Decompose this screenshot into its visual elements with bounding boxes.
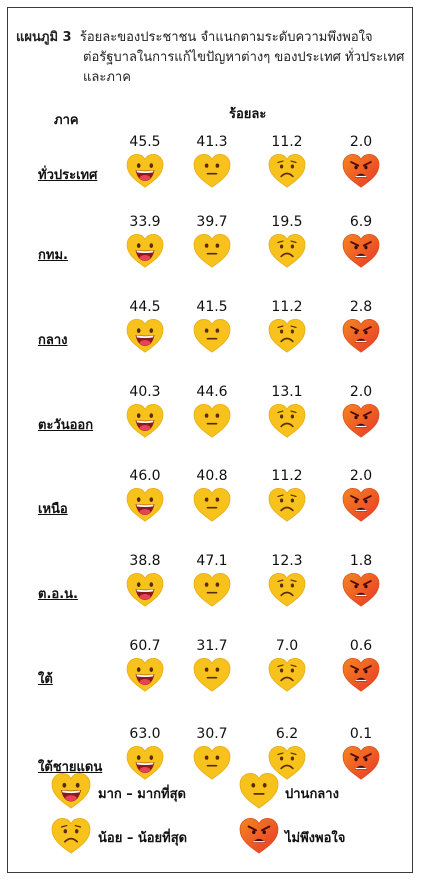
data-value: 2.8 <box>349 299 373 315</box>
data-value: 44.5 <box>129 299 161 315</box>
data-value: 6.2 <box>275 726 299 742</box>
region-label: ใต้ <box>38 672 53 687</box>
sad-heart-icon <box>268 153 306 188</box>
happy-heart-icon <box>126 153 164 188</box>
angry-heart-icon <box>342 572 380 607</box>
data-value: 2.0 <box>349 384 373 400</box>
data-value: 40.8 <box>196 468 228 484</box>
happy-heart-icon <box>126 233 164 268</box>
angry-heart-icon <box>342 318 380 353</box>
neutral-heart-icon <box>193 487 231 522</box>
data-value: 47.1 <box>196 553 228 569</box>
neutral-heart-icon <box>193 745 231 780</box>
sad-heart-icon <box>268 403 306 438</box>
happy-heart-icon <box>126 572 164 607</box>
happy-heart-icon <box>126 657 164 692</box>
region-label: กลาง <box>38 333 68 348</box>
angry-heart-icon <box>342 745 380 780</box>
data-value: 7.0 <box>275 638 299 654</box>
sad-heart-icon <box>268 745 306 780</box>
data-value: 1.8 <box>349 553 373 569</box>
region-label: ตะวันออก <box>38 418 94 433</box>
data-value: 19.5 <box>271 214 303 230</box>
angry-heart-icon <box>342 153 380 188</box>
angry-heart-icon <box>342 657 380 692</box>
happy-heart-icon <box>126 487 164 522</box>
title-line-1: แผนภูมิ 3 ร้อยละของประชาชน จำแนกตามระดับ… <box>16 28 373 47</box>
angry-heart-icon <box>342 233 380 268</box>
data-value: 11.2 <box>271 468 303 484</box>
data-value: 33.9 <box>129 214 161 230</box>
legend-happy-heart-icon <box>51 773 91 809</box>
legend-label-very: มาก – มากที่สุด <box>98 787 186 802</box>
neutral-heart-icon <box>193 403 231 438</box>
data-value: 12.3 <box>271 553 303 569</box>
region-label: ใต้ชายแดน <box>38 760 103 775</box>
neutral-heart-icon <box>193 572 231 607</box>
neutral-heart-icon <box>193 657 231 692</box>
happy-heart-icon <box>126 403 164 438</box>
percent-header: ร้อยละ <box>229 107 267 122</box>
data-value: 0.6 <box>349 638 373 654</box>
data-value: 40.3 <box>129 384 161 400</box>
data-value: 39.7 <box>196 214 228 230</box>
legend-neutral-heart-icon <box>239 773 279 809</box>
legend-label-low: น้อย – น้อยที่สุด <box>98 831 188 846</box>
data-value: 41.5 <box>196 299 228 315</box>
angry-heart-icon <box>342 403 380 438</box>
data-value: 30.7 <box>196 726 228 742</box>
happy-heart-icon <box>126 318 164 353</box>
data-value: 41.3 <box>196 134 228 150</box>
region-label: ทั่วประเทศ <box>38 168 98 183</box>
legend-sad-heart-icon <box>51 818 91 854</box>
happy-heart-icon <box>126 745 164 780</box>
chart-frame <box>7 7 413 873</box>
data-value: 44.6 <box>196 384 228 400</box>
neutral-heart-icon <box>193 318 231 353</box>
legend-label-medium: ปานกลาง <box>285 787 339 802</box>
data-value: 6.9 <box>349 214 373 230</box>
sad-heart-icon <box>268 233 306 268</box>
data-value: 31.7 <box>196 638 228 654</box>
legend-angry-heart-icon <box>239 818 279 854</box>
legend-label-none: ไม่พึงพอใจ <box>285 831 346 846</box>
sad-heart-icon <box>268 318 306 353</box>
data-value: 63.0 <box>129 726 161 742</box>
neutral-heart-icon <box>193 233 231 268</box>
data-value: 60.7 <box>129 638 161 654</box>
data-value: 38.8 <box>129 553 161 569</box>
angry-heart-icon <box>342 487 380 522</box>
sad-heart-icon <box>268 657 306 692</box>
sad-heart-icon <box>268 572 306 607</box>
title-line-3: และภาค <box>83 70 131 85</box>
title-text-1: ร้อยละของประชาชน จำแนกตามระดับความพึงพอใ… <box>79 30 373 45</box>
title-lead: แผนภูมิ 3 <box>16 30 72 45</box>
title-line-2: ต่อรัฐบาลในการแก้ไขปัญหาต่างๆ ของประเทศ … <box>83 50 405 65</box>
data-value: 0.1 <box>349 726 373 742</box>
region-label: เหนือ <box>38 502 68 517</box>
data-value: 11.2 <box>271 299 303 315</box>
neutral-heart-icon <box>193 153 231 188</box>
data-value: 45.5 <box>129 134 161 150</box>
region-label: ต.อ.น. <box>38 587 78 602</box>
region-label: กทม. <box>38 248 68 263</box>
data-value: 2.0 <box>349 468 373 484</box>
region-header: ภาค <box>54 113 79 128</box>
sad-heart-icon <box>268 487 306 522</box>
data-value: 46.0 <box>129 468 161 484</box>
data-value: 13.1 <box>271 384 303 400</box>
data-value: 11.2 <box>271 134 303 150</box>
data-value: 2.0 <box>349 134 373 150</box>
